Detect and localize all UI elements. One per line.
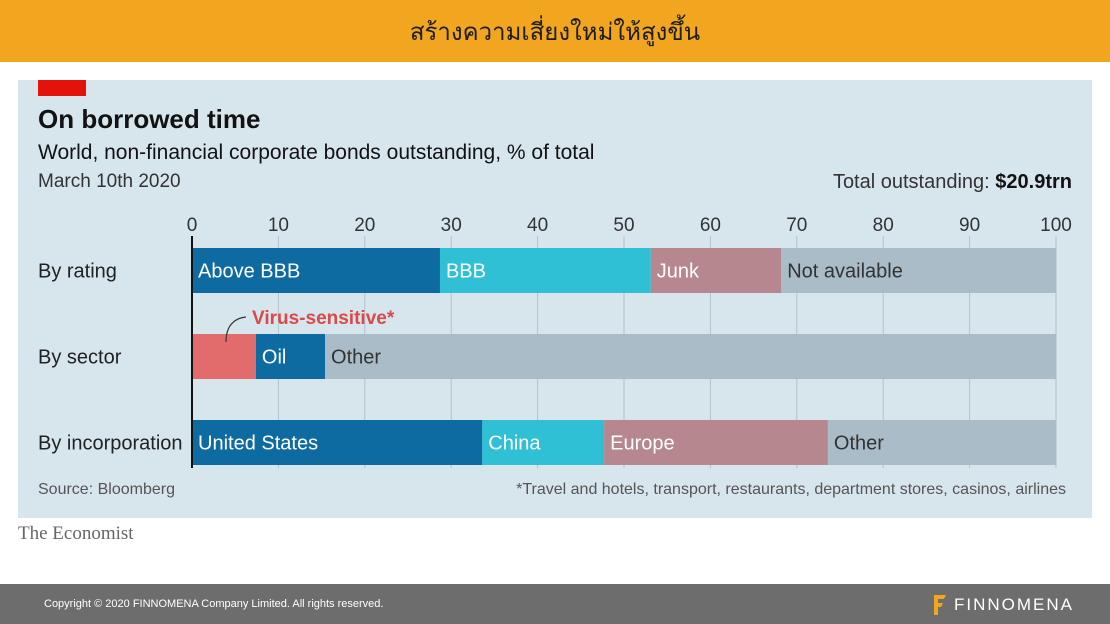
segment-label: Junk <box>657 261 700 283</box>
annotation-leader <box>225 316 247 343</box>
x-tick-label: 10 <box>268 215 289 236</box>
banner-title: สร้างความเสี่ยงใหม่ให้สูงขึ้น <box>409 18 701 46</box>
footer-bar: Copyright © 2020 FINNOMENA Company Limit… <box>0 584 1110 624</box>
segment-label: United States <box>198 433 318 455</box>
x-tick-label: 30 <box>441 215 462 236</box>
bar-segment <box>604 420 828 465</box>
segment-label: Europe <box>610 433 675 455</box>
x-tick-label: 90 <box>959 215 980 236</box>
segment-label: Other <box>331 347 381 369</box>
bar-segment <box>650 248 782 293</box>
segment-label: BBB <box>446 261 486 283</box>
chart-footnote: *Travel and hotels, transport, restauran… <box>516 481 1066 498</box>
annotation-label: Virus-sensitive* <box>252 308 395 329</box>
copyright-text: Copyright © 2020 FINNOMENA Company Limit… <box>44 598 384 610</box>
row-label: By sector <box>38 347 122 369</box>
x-tick-label: 50 <box>613 215 634 236</box>
x-tick-label: 80 <box>873 215 894 236</box>
x-tick-label: 40 <box>527 215 548 236</box>
bar-segment <box>827 420 1056 465</box>
bar-segment <box>439 248 651 293</box>
segment-label: Above BBB <box>198 261 300 283</box>
economist-red-tab <box>38 80 86 96</box>
bar-segment <box>255 334 326 379</box>
x-tick-label: 60 <box>700 215 721 236</box>
finnomena-logo-icon <box>934 595 946 615</box>
bar-segment <box>325 334 1056 379</box>
publisher-credit: The Economist <box>18 523 134 544</box>
bar-segment <box>482 420 605 465</box>
segment-label: Oil <box>262 347 286 369</box>
row-label: By incorporation <box>38 433 183 455</box>
segment-label: Other <box>834 433 884 455</box>
segment-label: China <box>488 433 541 455</box>
brand-name: FINNOMENA <box>954 595 1074 614</box>
x-tick-label: 0 <box>187 215 198 236</box>
total-outstanding: Total outstanding: $20.9trn <box>833 171 1072 194</box>
bar-segment <box>781 248 1056 293</box>
segment-label: Not available <box>787 261 903 283</box>
bar-segment <box>192 420 483 465</box>
x-tick-label: 100 <box>1040 215 1072 236</box>
x-tick-label: 70 <box>786 215 807 236</box>
chart-date: March 10th 2020 <box>38 171 181 192</box>
bar-segment <box>192 248 440 293</box>
total-label: Total outstanding: <box>832 171 990 193</box>
chart-title: On borrowed time <box>38 104 261 134</box>
row-label: By rating <box>38 261 117 283</box>
top-banner: สร้างความเสี่ยงใหม่ให้สูงขึ้น <box>0 0 1110 62</box>
bar-segment <box>192 334 256 379</box>
chart-subtitle: World, non-financial corporate bonds out… <box>38 141 595 164</box>
brand-logo: FINNOMENA <box>932 593 1074 617</box>
total-value: $20.9trn <box>995 171 1072 193</box>
x-tick-label: 20 <box>354 215 375 236</box>
chart-source: Source: Bloomberg <box>38 481 175 498</box>
